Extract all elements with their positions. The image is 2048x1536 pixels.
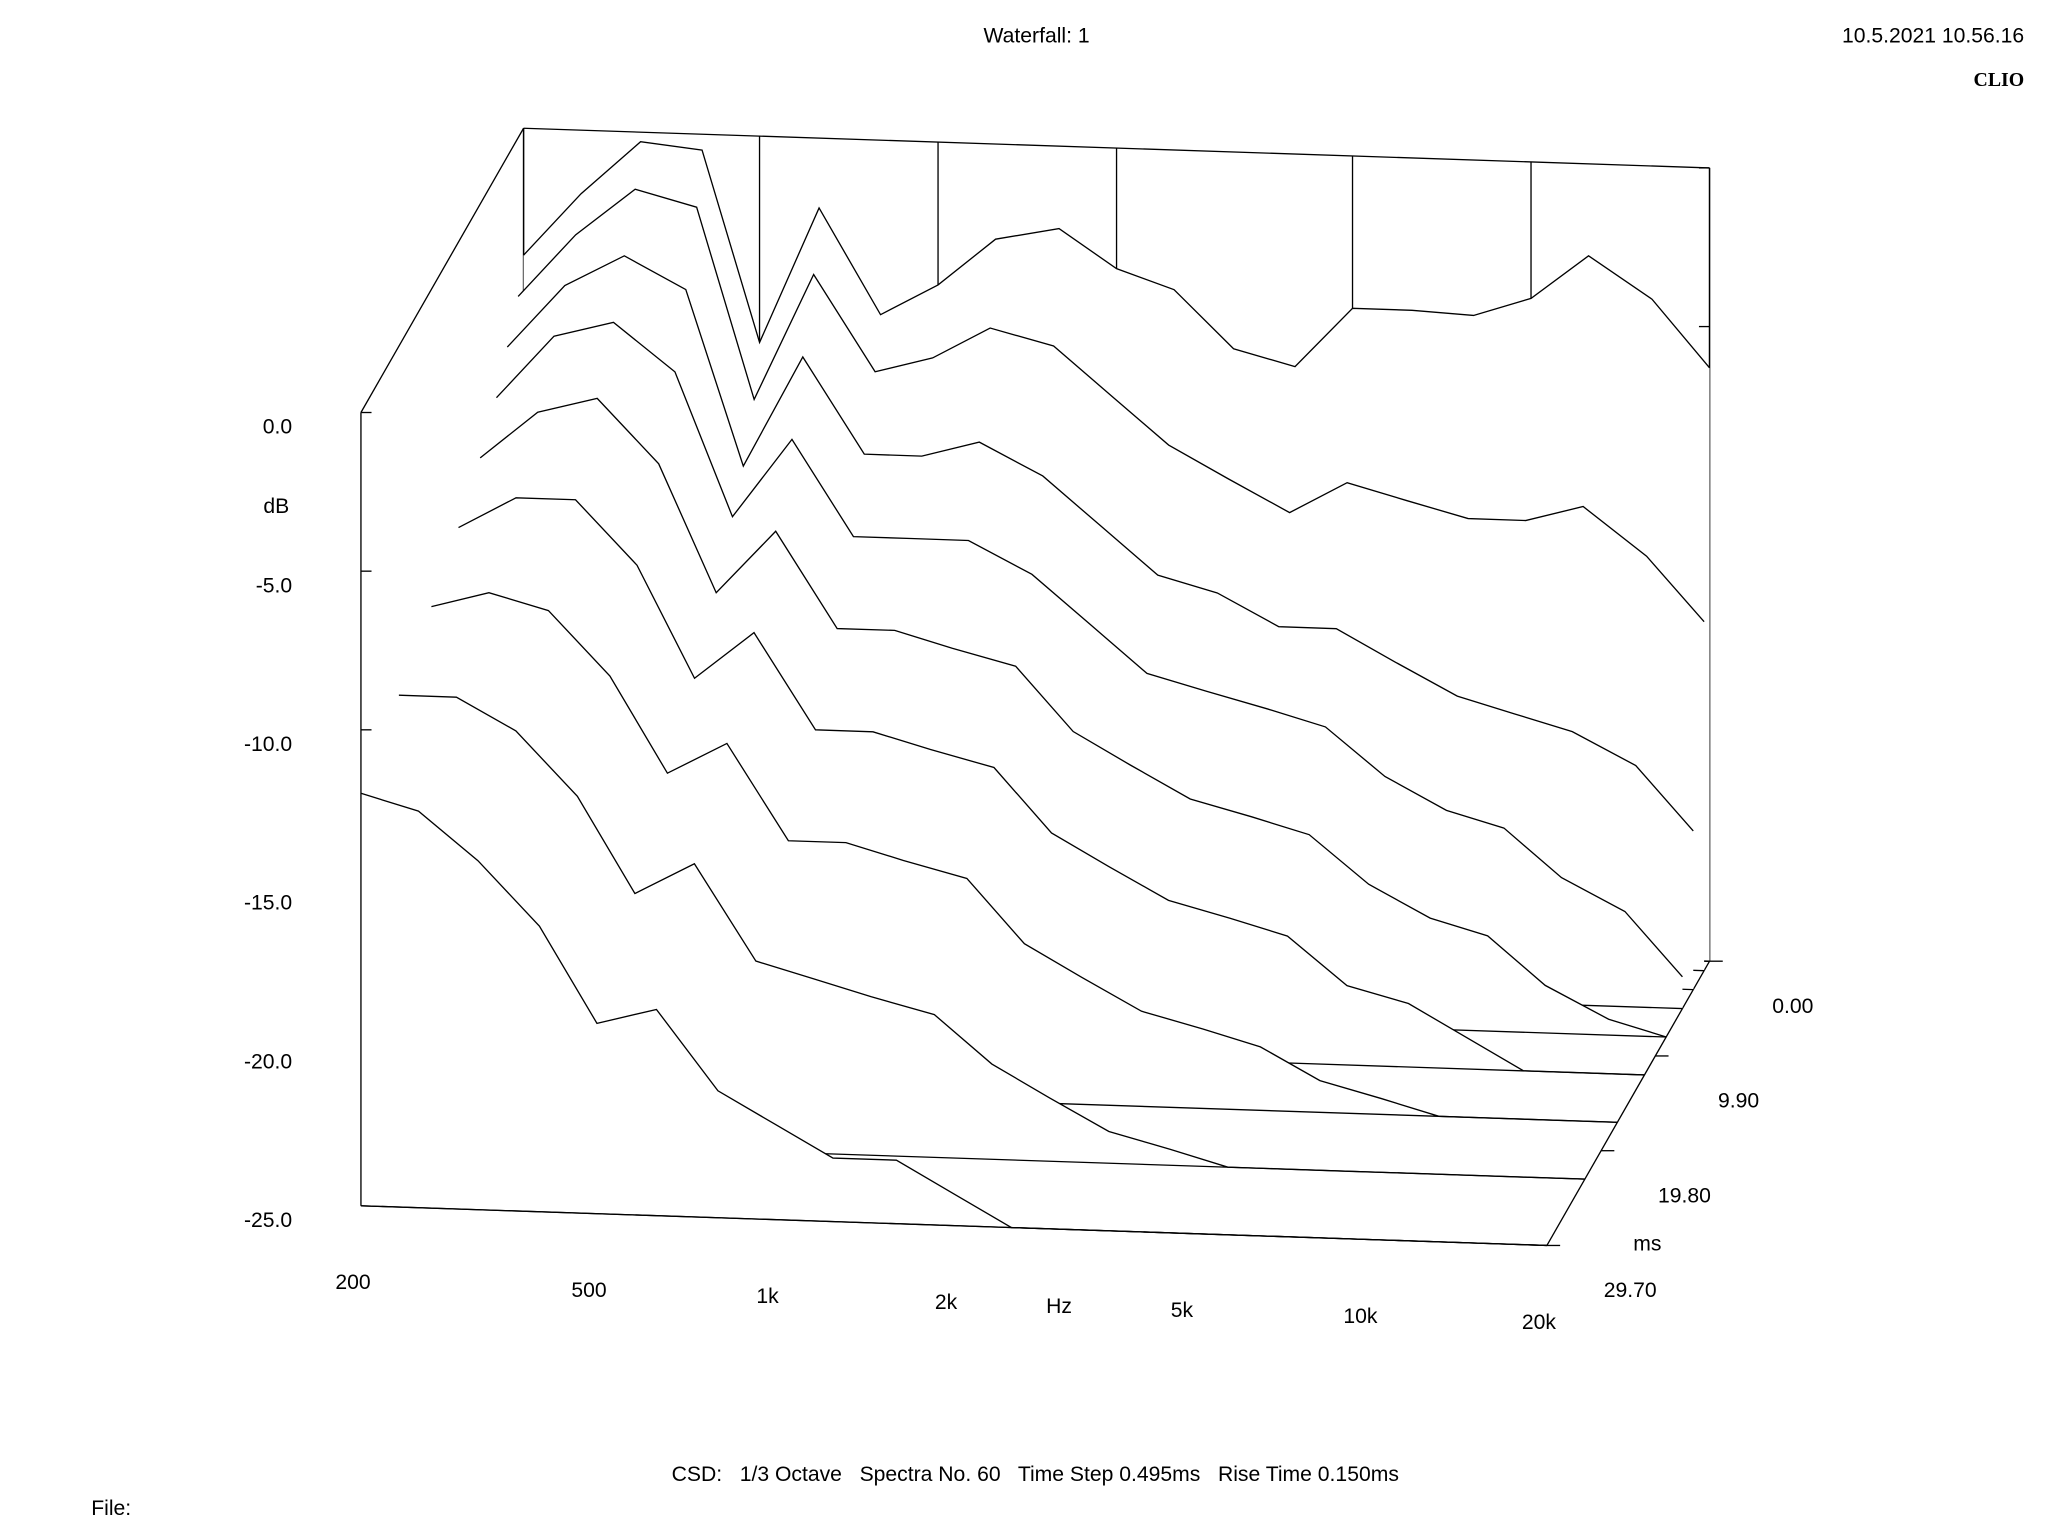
y-tick-label: -25.0 (244, 1209, 292, 1232)
y-tick-label: -10.0 (244, 733, 292, 756)
timestamp: 10.5.2021 10.56.16 (1842, 24, 2024, 47)
spectrum-line (517, 188, 1705, 623)
y-axis-label: dB (263, 495, 289, 518)
y-tick-label: -20.0 (244, 1050, 292, 1073)
y-tick-label: -5.0 (256, 574, 292, 597)
chart-title: Waterfall: 1 (983, 24, 1089, 47)
x-tick-label: 5k (1171, 1299, 1194, 1322)
x-tick-label: 1k (756, 1285, 779, 1308)
front-baseline (360, 1205, 1547, 1247)
z-tick-label: 0.00 (1772, 995, 1813, 1018)
spectrum-line (495, 321, 1683, 978)
x-tick-label: 500 (571, 1279, 606, 1302)
x-axis-label: Hz (1046, 1295, 1072, 1318)
spectrum-fill (398, 695, 1585, 1180)
x-tick-label: 2k (935, 1291, 958, 1314)
spectrum-line (431, 592, 1618, 1123)
right-floor-edge (1546, 960, 1711, 1246)
left-top-edge (360, 127, 525, 413)
y-tick-label: -15.0 (244, 892, 292, 915)
x-tick-label: 20k (1522, 1311, 1557, 1334)
x-tick-label: 200 (335, 1271, 370, 1294)
z-tick-label: 29.70 (1604, 1279, 1657, 1302)
brand: CLIO (1974, 69, 2025, 91)
z-tick-label: 9.90 (1718, 1090, 1759, 1113)
file-label: File: (91, 1497, 131, 1520)
z-axis-label: ms (1633, 1233, 1661, 1256)
spectrum-line (479, 397, 1667, 1038)
spectrum-line (506, 255, 1694, 832)
y-tick-label: 0.0 (263, 416, 292, 439)
spectrum-fill (360, 793, 1547, 1246)
z-tick-label: 19.80 (1658, 1184, 1711, 1207)
spectrum-line (523, 141, 1711, 369)
x-tick-label: 10k (1343, 1305, 1378, 1328)
spectrum-line (458, 497, 1645, 1076)
settings-footer: CSD: 1/3 Octave Spectra No. 60 Time Step… (672, 1463, 1399, 1486)
